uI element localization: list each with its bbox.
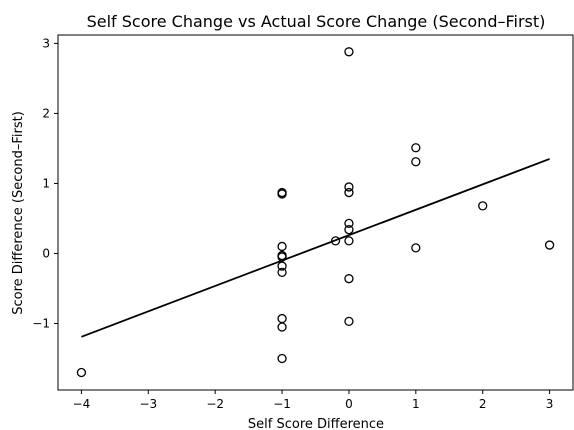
plot-area: −4 −3 −2 −1 0 1 2 3 −1 0 1 2 3 (32, 34, 574, 411)
data-point (344, 274, 354, 284)
y-tick-label: −1 (32, 316, 50, 330)
x-tick-label: 2 (479, 397, 487, 411)
data-point (411, 157, 421, 167)
x-tick-label: −1 (273, 397, 291, 411)
axes-frame (57, 34, 574, 391)
y-axis-label: Score Difference (Second–First) (11, 111, 26, 315)
data-point (344, 316, 354, 327)
data-point (277, 241, 287, 252)
data-point (277, 261, 287, 271)
y-tick-label: 3 (42, 36, 50, 50)
data-point (411, 143, 421, 153)
chart-title: Self Score Change vs Actual Score Change… (87, 12, 546, 31)
data-point (344, 218, 354, 229)
data-point (544, 240, 555, 250)
x-tick-label: 1 (412, 397, 420, 411)
data-point (344, 187, 354, 198)
data-point (277, 313, 287, 324)
x-tick-label: −4 (73, 397, 91, 411)
data-point (344, 182, 354, 192)
data-point (76, 367, 87, 378)
x-tick-label: −3 (139, 397, 157, 411)
data-point (330, 236, 341, 246)
y-tick-label: 0 (42, 246, 50, 260)
x-tick-label: 3 (546, 397, 554, 411)
data-point (344, 225, 354, 235)
data-point (277, 267, 287, 278)
y-tick-label: 2 (42, 106, 50, 120)
data-point (411, 243, 421, 253)
data-point (478, 201, 488, 211)
data-point (344, 47, 354, 57)
data-point (277, 187, 287, 198)
y-tick-label: 1 (42, 176, 50, 190)
data-point (344, 236, 354, 246)
data-point (277, 353, 287, 364)
data-point (277, 322, 287, 332)
regression-line (81, 158, 550, 338)
x-axis-label: Self Score Difference (248, 417, 384, 430)
x-tick-label: −2 (206, 397, 224, 411)
x-tick-label: 0 (345, 397, 353, 411)
data-point (277, 252, 287, 262)
